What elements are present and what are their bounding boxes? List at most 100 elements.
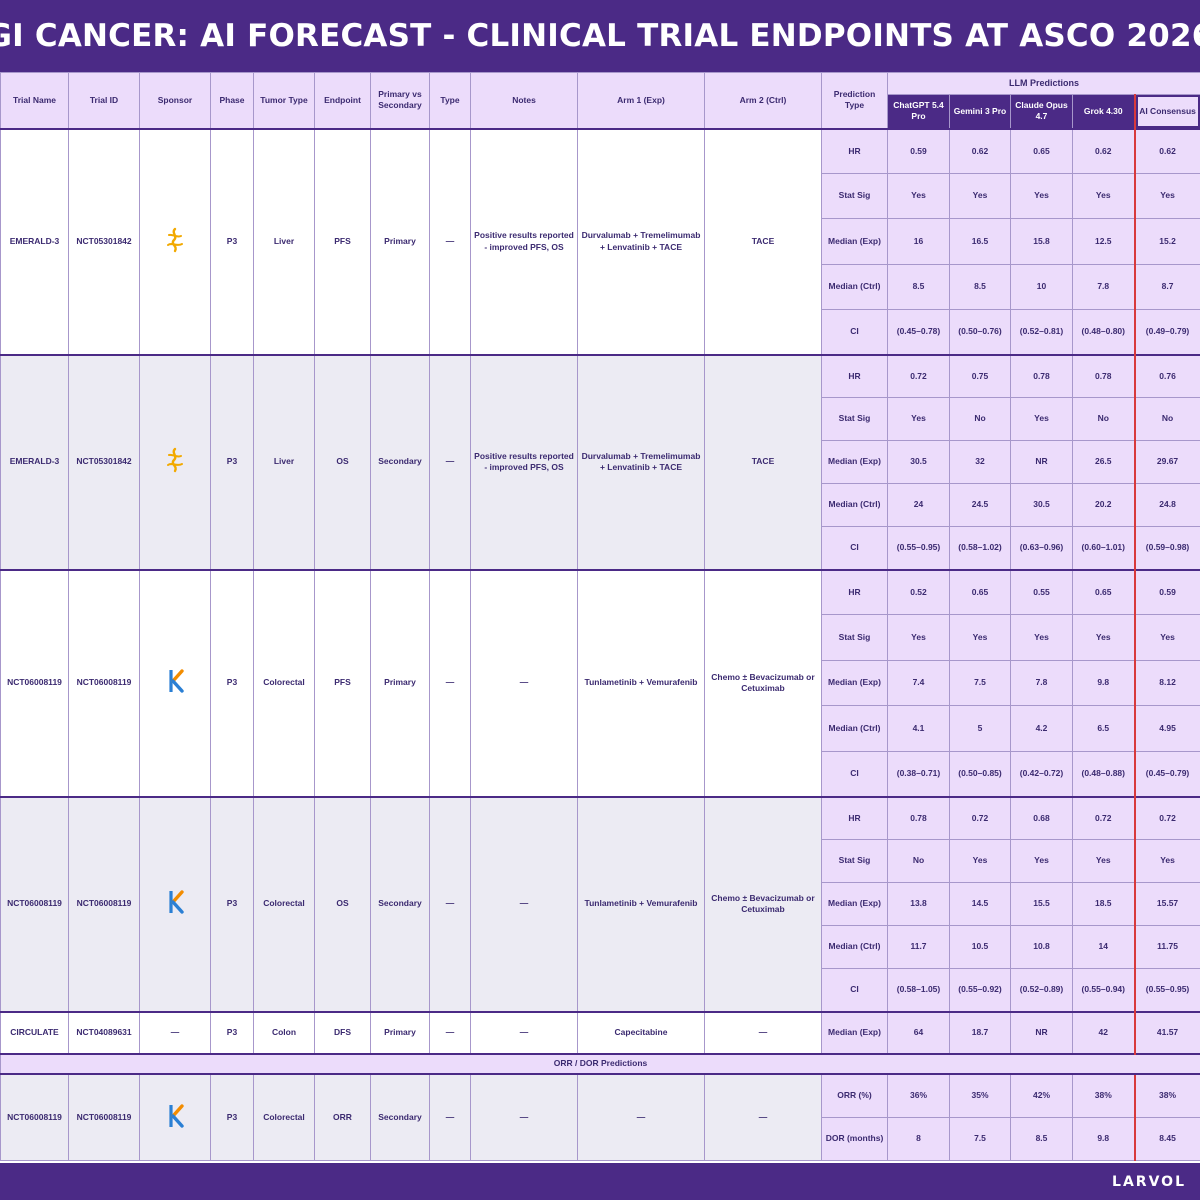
cell-model-value: Yes xyxy=(1010,173,1073,219)
cell-model-value: 38% xyxy=(1072,1073,1135,1118)
cell-trial-id: NCT06008119 xyxy=(68,1073,140,1161)
cell-model-value: 32 xyxy=(949,440,1011,484)
cell-trial-name: CIRCULATE xyxy=(0,1010,69,1054)
section-title-orr-dor: ORR / DOR Predictions xyxy=(0,1052,1200,1075)
cell-type: — xyxy=(429,1073,471,1161)
page-title: GI CANCER: AI FORECAST - CLINICAL TRIAL … xyxy=(0,18,1200,54)
pharma-k-logo-icon xyxy=(162,669,188,696)
table-row: Stat Sig Yes Yes Yes Yes Yes xyxy=(1,173,1200,219)
cell-model-value: 8 xyxy=(887,1117,950,1161)
cell-model-value: Yes xyxy=(949,173,1011,219)
table-row: Stat Sig No Yes Yes Yes Yes xyxy=(1,839,1200,883)
cell-model-value: 13.8 xyxy=(887,882,950,926)
cell-prediction-type: DOR (months) xyxy=(821,1117,888,1161)
cell-arm2: — xyxy=(704,1073,822,1161)
cell-prediction-type: Median (Exp) xyxy=(821,660,888,706)
table-row: Median (Ctrl) 8.5 8.5 10 7.8 8.7 xyxy=(1,264,1200,310)
cell-consensus-value: No xyxy=(1133,397,1200,441)
cell-consensus-value: 0.72 xyxy=(1133,795,1200,840)
cell-consensus-value: 8.45 xyxy=(1133,1117,1200,1161)
cell-model-value: 4.1 xyxy=(887,705,950,752)
cell-consensus-value: 0.76 xyxy=(1133,353,1200,398)
cell-endpoint: DFS xyxy=(314,1010,371,1054)
cell-model-value: 0.72 xyxy=(1072,795,1135,840)
cell-sponsor xyxy=(139,1073,211,1161)
cell-prediction-type: Median (Exp) xyxy=(821,218,888,265)
cell-prediction-type: CI xyxy=(821,526,888,570)
table-row: Median (Ctrl) 4.1 5 4.2 6.5 4.95 xyxy=(1,705,1200,752)
cell-model-value: 20.2 xyxy=(1072,483,1135,527)
cell-consensus-value: Yes xyxy=(1133,839,1200,883)
cell-prediction-type: Stat Sig xyxy=(821,614,888,661)
cell-phase: P3 xyxy=(210,353,254,570)
forecast-table: Trial Name Trial ID Sponsor Phase Tumor … xyxy=(0,72,1200,1161)
cell-trial-name: EMERALD-3 xyxy=(0,353,69,570)
cell-notes: — xyxy=(470,1073,578,1161)
header-type: Type xyxy=(429,72,471,129)
pharma-k-logo-icon xyxy=(162,890,188,917)
cell-model-value: 5 xyxy=(949,705,1011,752)
cell-model-value: No xyxy=(887,839,950,883)
cell-consensus-value: 29.67 xyxy=(1133,440,1200,484)
cell-prediction-type: HR xyxy=(821,127,888,174)
cell-consensus-value: 0.62 xyxy=(1133,127,1200,174)
cell-tumor-type: Colorectal xyxy=(253,1073,315,1161)
cell-model-value: 12.5 xyxy=(1072,218,1135,265)
cell-endpoint: OS xyxy=(314,353,371,570)
cell-trial-id: NCT06008119 xyxy=(68,568,140,797)
cell-tumor-type: Colorectal xyxy=(253,795,315,1012)
cell-prediction-type: Stat Sig xyxy=(821,173,888,219)
cell-model-value: 18.7 xyxy=(949,1010,1011,1054)
cell-model-value: (0.60–1.01) xyxy=(1072,526,1135,570)
cell-model-value: 0.55 xyxy=(1010,568,1073,615)
cell-model-value: 16.5 xyxy=(949,218,1011,265)
cell-model-value: 0.75 xyxy=(949,353,1011,398)
cell-model-value: 7.5 xyxy=(949,1117,1011,1161)
cell-consensus-value: 38% xyxy=(1133,1073,1200,1118)
cell-model-value: 16 xyxy=(887,218,950,265)
cell-primary-secondary: Primary xyxy=(370,1010,430,1054)
header-primary-secondary: Primary vs Secondary xyxy=(370,72,430,129)
cell-arm1: Tunlametinib + Vemurafenib xyxy=(577,795,705,1012)
cell-sponsor xyxy=(139,353,211,570)
cell-trial-name: NCT06008119 xyxy=(0,795,69,1012)
cell-trial-name: NCT06008119 xyxy=(0,1073,69,1161)
cell-model-value: 42% xyxy=(1010,1073,1073,1118)
cell-model-value: No xyxy=(1072,397,1135,441)
cell-arm1: Durvalumab + Tremelimumab + Lenvatinib +… xyxy=(577,353,705,570)
cell-model-value: 9.8 xyxy=(1072,1117,1135,1161)
cell-prediction-type: ORR (%) xyxy=(821,1073,888,1118)
cell-model-value: (0.58–1.02) xyxy=(949,526,1011,570)
header-trial-name: Trial Name xyxy=(0,72,69,129)
cell-notes: — xyxy=(470,568,578,797)
table-row: Median (Exp) 30.5 32 NR 26.5 29.67 xyxy=(1,440,1200,484)
cell-consensus-value: 8.7 xyxy=(1133,264,1200,310)
cell-type: — xyxy=(429,127,471,355)
cell-model-value: (0.52–0.89) xyxy=(1010,968,1073,1012)
cell-arm1: Capecitabine xyxy=(577,1010,705,1054)
cell-sponsor xyxy=(139,568,211,797)
cell-model-value: 0.78 xyxy=(1010,353,1073,398)
cell-consensus-value: (0.49–0.79) xyxy=(1133,309,1200,355)
cell-model-value: 6.5 xyxy=(1072,705,1135,752)
astrazeneca-logo-icon xyxy=(162,227,188,255)
cell-model-value: Yes xyxy=(887,173,950,219)
cell-model-value: 24.5 xyxy=(949,483,1011,527)
cell-phase: P3 xyxy=(210,568,254,797)
cell-model-value: 11.7 xyxy=(887,925,950,969)
cell-consensus-value: 15.57 xyxy=(1133,882,1200,926)
table-row: CIRCULATE NCT04089631— P3 Colon DFS Primary — —… xyxy=(0,1010,1200,1054)
header-trial-id: Trial ID xyxy=(68,72,140,129)
header-tumor-type: Tumor Type xyxy=(253,72,315,129)
header-llm-predictions: LLM Predictions xyxy=(886,72,1200,95)
cell-phase: P3 xyxy=(210,795,254,1012)
cell-consensus-value: 8.12 xyxy=(1133,660,1200,706)
cell-arm2: — xyxy=(704,1010,822,1054)
trials-body: EMERALD-3 NCT05301842 P3 Liver PFS Primary — Po… xyxy=(0,127,1200,1161)
table-row: EMERALD-3 NCT05301842 P3 Liver OS Secondary — P… xyxy=(0,353,1200,570)
cell-notes: Positive results reported - improved PFS… xyxy=(470,353,578,570)
cell-prediction-type: HR xyxy=(821,353,888,398)
cell-model-value: 42 xyxy=(1072,1010,1135,1054)
cell-model-value: Yes xyxy=(949,614,1011,661)
cell-prediction-type: Median (Exp) xyxy=(821,1010,888,1054)
